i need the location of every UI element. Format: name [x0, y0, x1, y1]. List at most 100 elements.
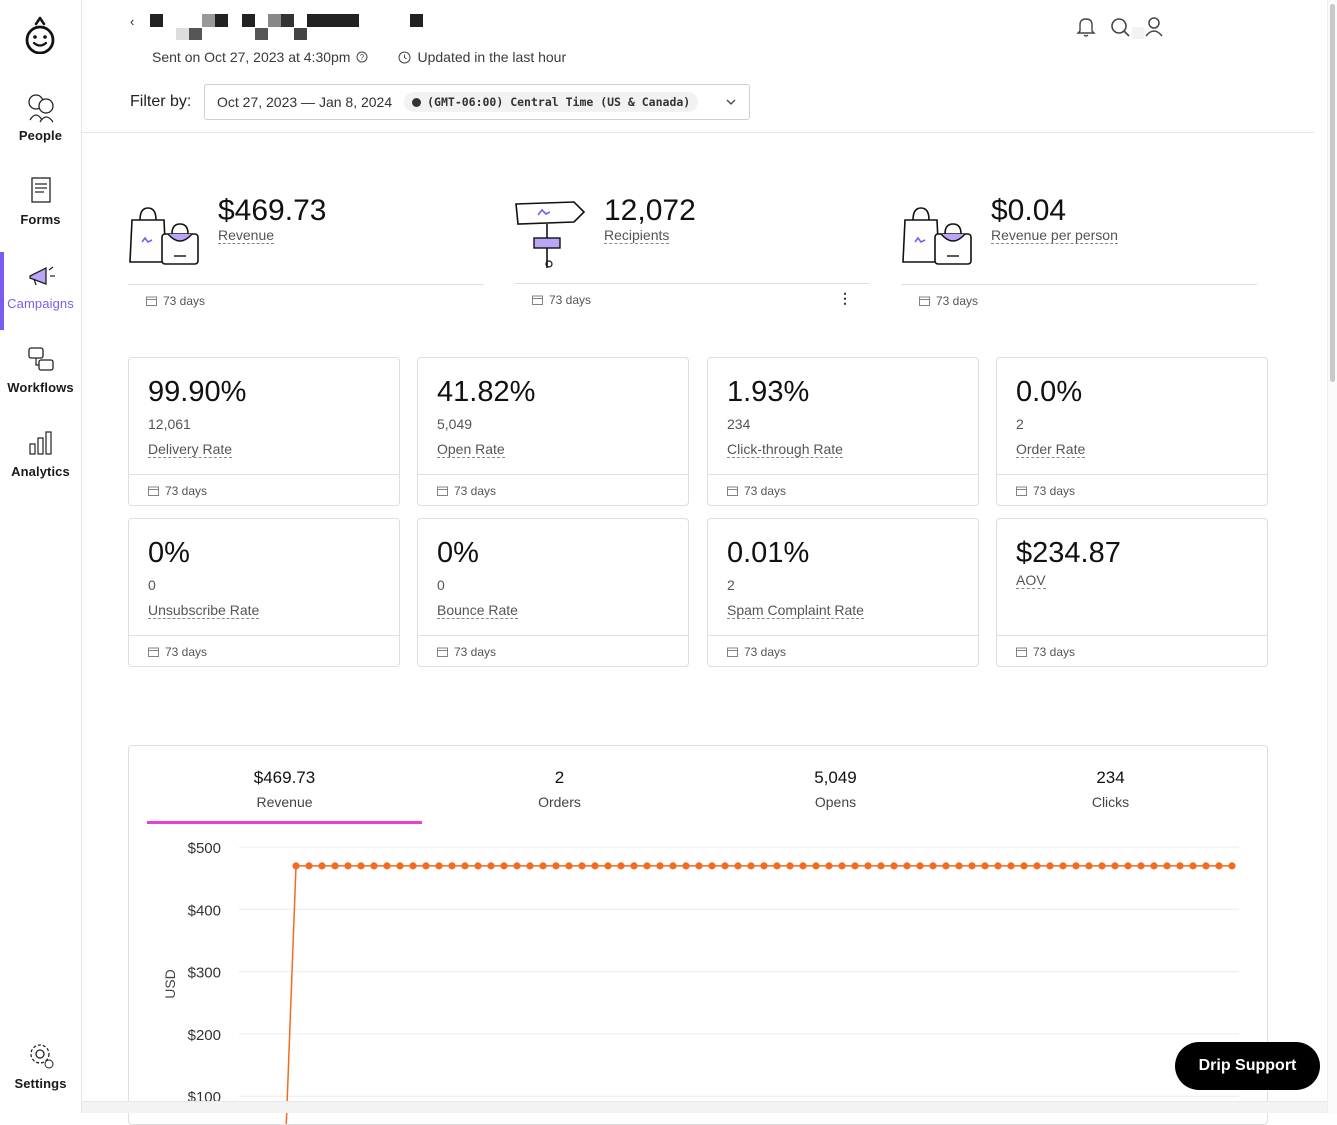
- date-range-filter[interactable]: Oct 27, 2023 — Jan 8, 2024 (GMT-06:00) C…: [204, 84, 750, 120]
- sidebar-item-label: People: [0, 128, 81, 143]
- tab-label: Revenue: [147, 794, 422, 810]
- metric-label[interactable]: Bounce Rate: [437, 603, 518, 619]
- metric-label[interactable]: Spam Complaint Rate: [727, 603, 864, 619]
- data-point: [344, 862, 351, 869]
- metric-count: 2: [1016, 416, 1024, 432]
- metric-value: 99.90%: [148, 376, 246, 409]
- metric-label[interactable]: AOV: [1016, 573, 1046, 589]
- data-point: [1228, 862, 1235, 869]
- divider: [129, 474, 399, 475]
- tab-revenue[interactable]: $469.73 Revenue: [147, 768, 422, 810]
- metric-label[interactable]: Delivery Rate: [148, 442, 232, 458]
- redacted-campaign-title: [150, 14, 430, 40]
- data-point: [435, 862, 442, 869]
- data-point: [903, 862, 910, 869]
- tab-label: Opens: [698, 794, 973, 810]
- data-point: [721, 862, 728, 869]
- data-point: [851, 862, 858, 869]
- metric-card-bounce-rate: 0% 0 Bounce Rate 73 days: [417, 518, 689, 667]
- kpi-label[interactable]: Recipients: [604, 228, 669, 244]
- y-tick-label: $200: [188, 1027, 221, 1044]
- user-icon[interactable]: [1144, 16, 1164, 38]
- workflows-icon: [24, 342, 58, 376]
- kpi-label[interactable]: Revenue per person: [991, 228, 1118, 244]
- data-point: [1059, 862, 1066, 869]
- main-content: ‹ Sent on Oct 27, 2023 at 4:30pm ? Updat…: [82, 0, 1314, 1113]
- data-point: [1124, 862, 1131, 869]
- tab-label: Clicks: [973, 794, 1248, 810]
- data-point: [1020, 862, 1027, 869]
- y-tick-label: $500: [188, 840, 221, 857]
- search-icon[interactable]: [1110, 16, 1130, 38]
- sidebar-item-forms[interactable]: Forms: [0, 174, 81, 250]
- metric-label[interactable]: Order Rate: [1016, 442, 1085, 458]
- metric-value: $234.87: [1016, 537, 1121, 570]
- kpi-label[interactable]: Revenue: [218, 228, 274, 244]
- period-text: 73 days: [163, 294, 205, 308]
- data-point: [734, 862, 741, 869]
- sidebar-item-campaigns[interactable]: Campaigns: [0, 258, 81, 334]
- data-point: [786, 862, 793, 869]
- kpi-period: 73 days: [532, 293, 591, 307]
- period-text: 73 days: [1033, 645, 1075, 659]
- sidebar-item-people[interactable]: People: [0, 90, 81, 166]
- metric-count: 2: [727, 577, 735, 593]
- metric-value: 0%: [148, 537, 190, 570]
- metric-label[interactable]: Open Rate: [437, 442, 505, 458]
- page-header: ‹ Sent on Oct 27, 2023 at 4:30pm ? Updat…: [82, 0, 1314, 133]
- metric-period: 73 days: [148, 484, 207, 498]
- data-point: [864, 862, 871, 869]
- support-label: Drip Support: [1199, 1057, 1297, 1075]
- sidebar-item-analytics[interactable]: Analytics: [0, 426, 81, 502]
- more-options-icon[interactable]: ⋮: [838, 290, 852, 307]
- people-icon: [24, 90, 58, 124]
- timezone-badge: (GMT-06:00) Central Time (US & Canada): [404, 92, 698, 112]
- data-point: [448, 862, 455, 869]
- vertical-scrollbar[interactable]: [1327, 0, 1337, 1113]
- data-point: [1007, 862, 1014, 869]
- data-point: [1202, 862, 1209, 869]
- y-tick-label: $400: [188, 902, 221, 919]
- metric-period: 73 days: [727, 484, 786, 498]
- bell-icon[interactable]: [1076, 16, 1096, 38]
- tab-clicks[interactable]: 234 Clicks: [973, 768, 1248, 810]
- sidebar-item-workflows[interactable]: Workflows: [0, 342, 81, 418]
- series-line: [285, 866, 1232, 1125]
- divider: [418, 474, 688, 475]
- scrollbar-thumb[interactable]: [1330, 4, 1335, 382]
- filter-label: Filter by:: [130, 93, 191, 111]
- metric-value: 1.93%: [727, 376, 809, 409]
- divider: [418, 635, 688, 636]
- help-icon[interactable]: ?: [356, 51, 368, 63]
- megaphone-icon: [24, 258, 58, 292]
- tab-opens[interactable]: 5,049 Opens: [698, 768, 973, 810]
- data-point: [968, 862, 975, 869]
- sidebar-item-label: Workflows: [0, 380, 81, 395]
- account-menu[interactable]: [1132, 27, 1144, 39]
- signpost-icon: [514, 198, 588, 268]
- metric-label[interactable]: Click-through Rate: [727, 442, 843, 458]
- drip-logo-icon[interactable]: [24, 16, 56, 54]
- data-point: [383, 862, 390, 869]
- horizontal-scrollbar[interactable]: [82, 1101, 1327, 1113]
- period-text: 73 days: [165, 645, 207, 659]
- period-text: 73 days: [744, 645, 786, 659]
- metric-label[interactable]: Unsubscribe Rate: [148, 603, 259, 619]
- tab-orders[interactable]: 2 Orders: [422, 768, 697, 810]
- period-text: 73 days: [549, 293, 591, 307]
- data-point: [513, 862, 520, 869]
- drip-support-button[interactable]: Drip Support: [1175, 1042, 1320, 1090]
- data-point: [1033, 862, 1040, 869]
- calendar-icon: [727, 486, 738, 496]
- data-point: [838, 862, 845, 869]
- tab-value: $469.73: [147, 768, 422, 788]
- kpi-period: 73 days: [919, 294, 978, 308]
- data-point: [708, 862, 715, 869]
- sidebar-item-settings[interactable]: Settings: [0, 1038, 81, 1114]
- performance-chart-panel: $469.73 Revenue 2 Orders 5,049 Opens 234…: [128, 745, 1268, 1125]
- back-chevron-icon[interactable]: ‹: [130, 14, 134, 29]
- period-text: 73 days: [936, 294, 978, 308]
- data-point: [565, 862, 572, 869]
- data-point: [487, 862, 494, 869]
- kpi-value: $0.04: [991, 194, 1066, 228]
